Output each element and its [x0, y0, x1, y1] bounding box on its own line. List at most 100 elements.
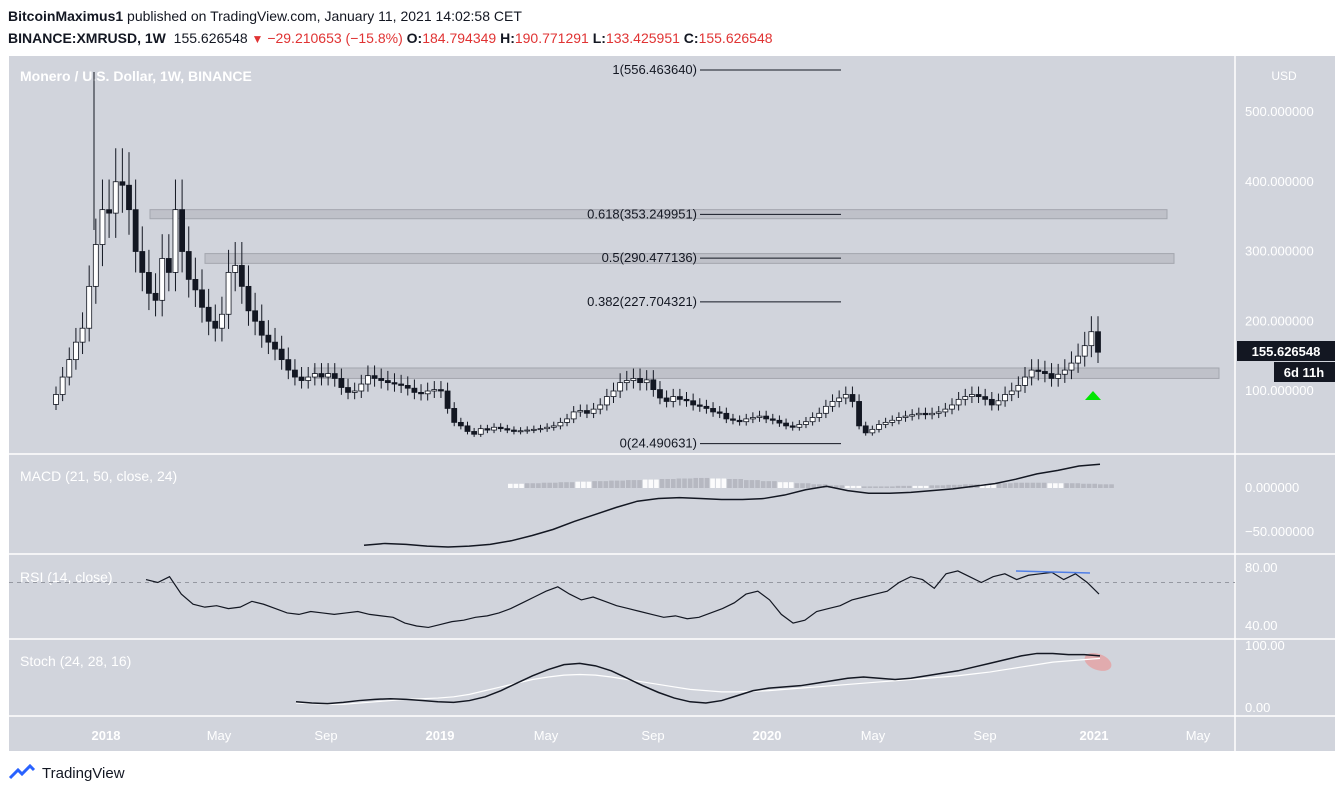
tradingview-footer[interactable]: TradingView	[8, 764, 125, 782]
candle-body	[358, 383, 365, 392]
candle-body	[92, 244, 99, 287]
macd-histogram-bar	[991, 483, 996, 488]
candle-body	[610, 390, 617, 397]
high-label: H:	[500, 30, 515, 46]
macd-histogram-bar	[547, 482, 552, 488]
candle-body	[132, 209, 139, 252]
fib-level-label: 0.5(290.477136)	[602, 250, 697, 265]
macd-histogram-bar	[833, 485, 839, 488]
macd-histogram-bar	[637, 480, 642, 488]
macd-histogram-bar	[783, 482, 788, 488]
candle-body	[345, 387, 351, 393]
macd-tick-label: 0.000000	[1245, 480, 1299, 495]
macd-histogram-bar	[1075, 483, 1081, 488]
macd-histogram-bar	[1064, 483, 1069, 488]
candle-body	[159, 258, 166, 301]
candle-body	[1042, 371, 1048, 374]
candle-body	[252, 310, 259, 322]
candle-body	[902, 415, 909, 418]
macd-histogram-bar	[704, 477, 710, 488]
chart-background	[9, 56, 1335, 751]
macd-histogram-bar	[755, 480, 760, 488]
candle-body	[325, 373, 332, 378]
candle-body	[351, 390, 358, 393]
candle-body	[212, 320, 219, 329]
candle-body	[617, 382, 624, 392]
macd-histogram-bar	[788, 482, 794, 488]
candle-body	[1088, 331, 1095, 347]
candle-body	[564, 418, 570, 423]
candle-body	[577, 410, 584, 413]
candle-body	[895, 417, 902, 421]
candle-body	[1048, 373, 1055, 379]
candle-body	[1061, 369, 1068, 375]
macd-histogram-bar	[721, 478, 727, 488]
macd-histogram-bar	[1081, 483, 1086, 488]
candle-body	[603, 396, 610, 406]
open-label: O:	[406, 30, 423, 46]
candle-body	[471, 431, 478, 435]
candle-body	[424, 390, 431, 395]
price-axis-background	[1235, 56, 1335, 751]
macd-histogram-bar	[951, 484, 957, 488]
candle-body	[856, 401, 862, 427]
candle-body	[172, 209, 179, 273]
down-arrow-icon: ▼	[251, 32, 264, 46]
stoch-k-line	[295, 652, 1101, 705]
fib-level-label: 0.618(353.249951)	[587, 206, 697, 221]
candle-body	[272, 341, 278, 350]
macd-histogram-bar	[777, 482, 783, 488]
macd-histogram-bar	[693, 477, 699, 488]
candle-body	[690, 400, 697, 406]
countdown-tag-text: 6d 11h	[1284, 365, 1325, 380]
macd-histogram-bar	[519, 483, 524, 488]
last-price-tag-text: 155.626548	[1252, 344, 1321, 359]
candle-body	[484, 428, 491, 431]
macd-histogram-bar	[524, 483, 530, 488]
macd-histogram-bar	[626, 480, 631, 488]
candle-body	[743, 418, 750, 423]
macd-histogram-bar	[867, 486, 873, 488]
countdown-tag	[1274, 362, 1335, 382]
macd-histogram-bar	[581, 481, 586, 488]
macd-histogram-bar	[648, 479, 654, 488]
stoch-d-line	[295, 657, 1101, 705]
macd-histogram-bar	[1002, 483, 1008, 488]
candle-body	[185, 251, 192, 280]
currency-label: USD	[1271, 69, 1297, 83]
candle-body	[1008, 390, 1015, 395]
candle-body	[53, 394, 59, 405]
candle-body	[517, 430, 524, 433]
macd-histogram-bar	[906, 485, 912, 488]
candle-body	[205, 306, 212, 322]
candle-body	[371, 375, 378, 379]
macd-histogram-bar	[957, 484, 963, 488]
macd-histogram-bar	[912, 485, 918, 488]
candle-body	[829, 401, 836, 407]
candle-body	[438, 389, 444, 392]
candle-body	[783, 422, 789, 427]
candle-body	[982, 396, 989, 400]
macd-histogram-bar	[805, 483, 811, 488]
price-tick-label: 300.000000	[1245, 244, 1314, 259]
candle-body	[537, 428, 544, 431]
macd-histogram-bar	[817, 484, 822, 488]
macd-histogram-bar	[940, 485, 946, 488]
candle-body	[391, 382, 398, 385]
macd-line	[363, 463, 1101, 548]
candle-body	[258, 320, 265, 336]
time-axis-label: 2019	[426, 728, 455, 743]
candle-body	[696, 404, 703, 407]
macd-histogram-bar	[654, 479, 659, 488]
macd-histogram-bar	[508, 483, 513, 488]
candle-body	[703, 405, 710, 409]
time-axis-label: May	[861, 728, 886, 743]
candle-body	[869, 428, 876, 434]
candle-body	[822, 405, 829, 414]
macd-histogram-bar	[620, 480, 625, 488]
macd-histogram-bar	[1103, 484, 1109, 488]
author-name[interactable]: BitcoinMaximus1	[8, 8, 124, 24]
price-tick-label: 400.000000	[1245, 174, 1314, 189]
candle-body	[623, 380, 630, 384]
